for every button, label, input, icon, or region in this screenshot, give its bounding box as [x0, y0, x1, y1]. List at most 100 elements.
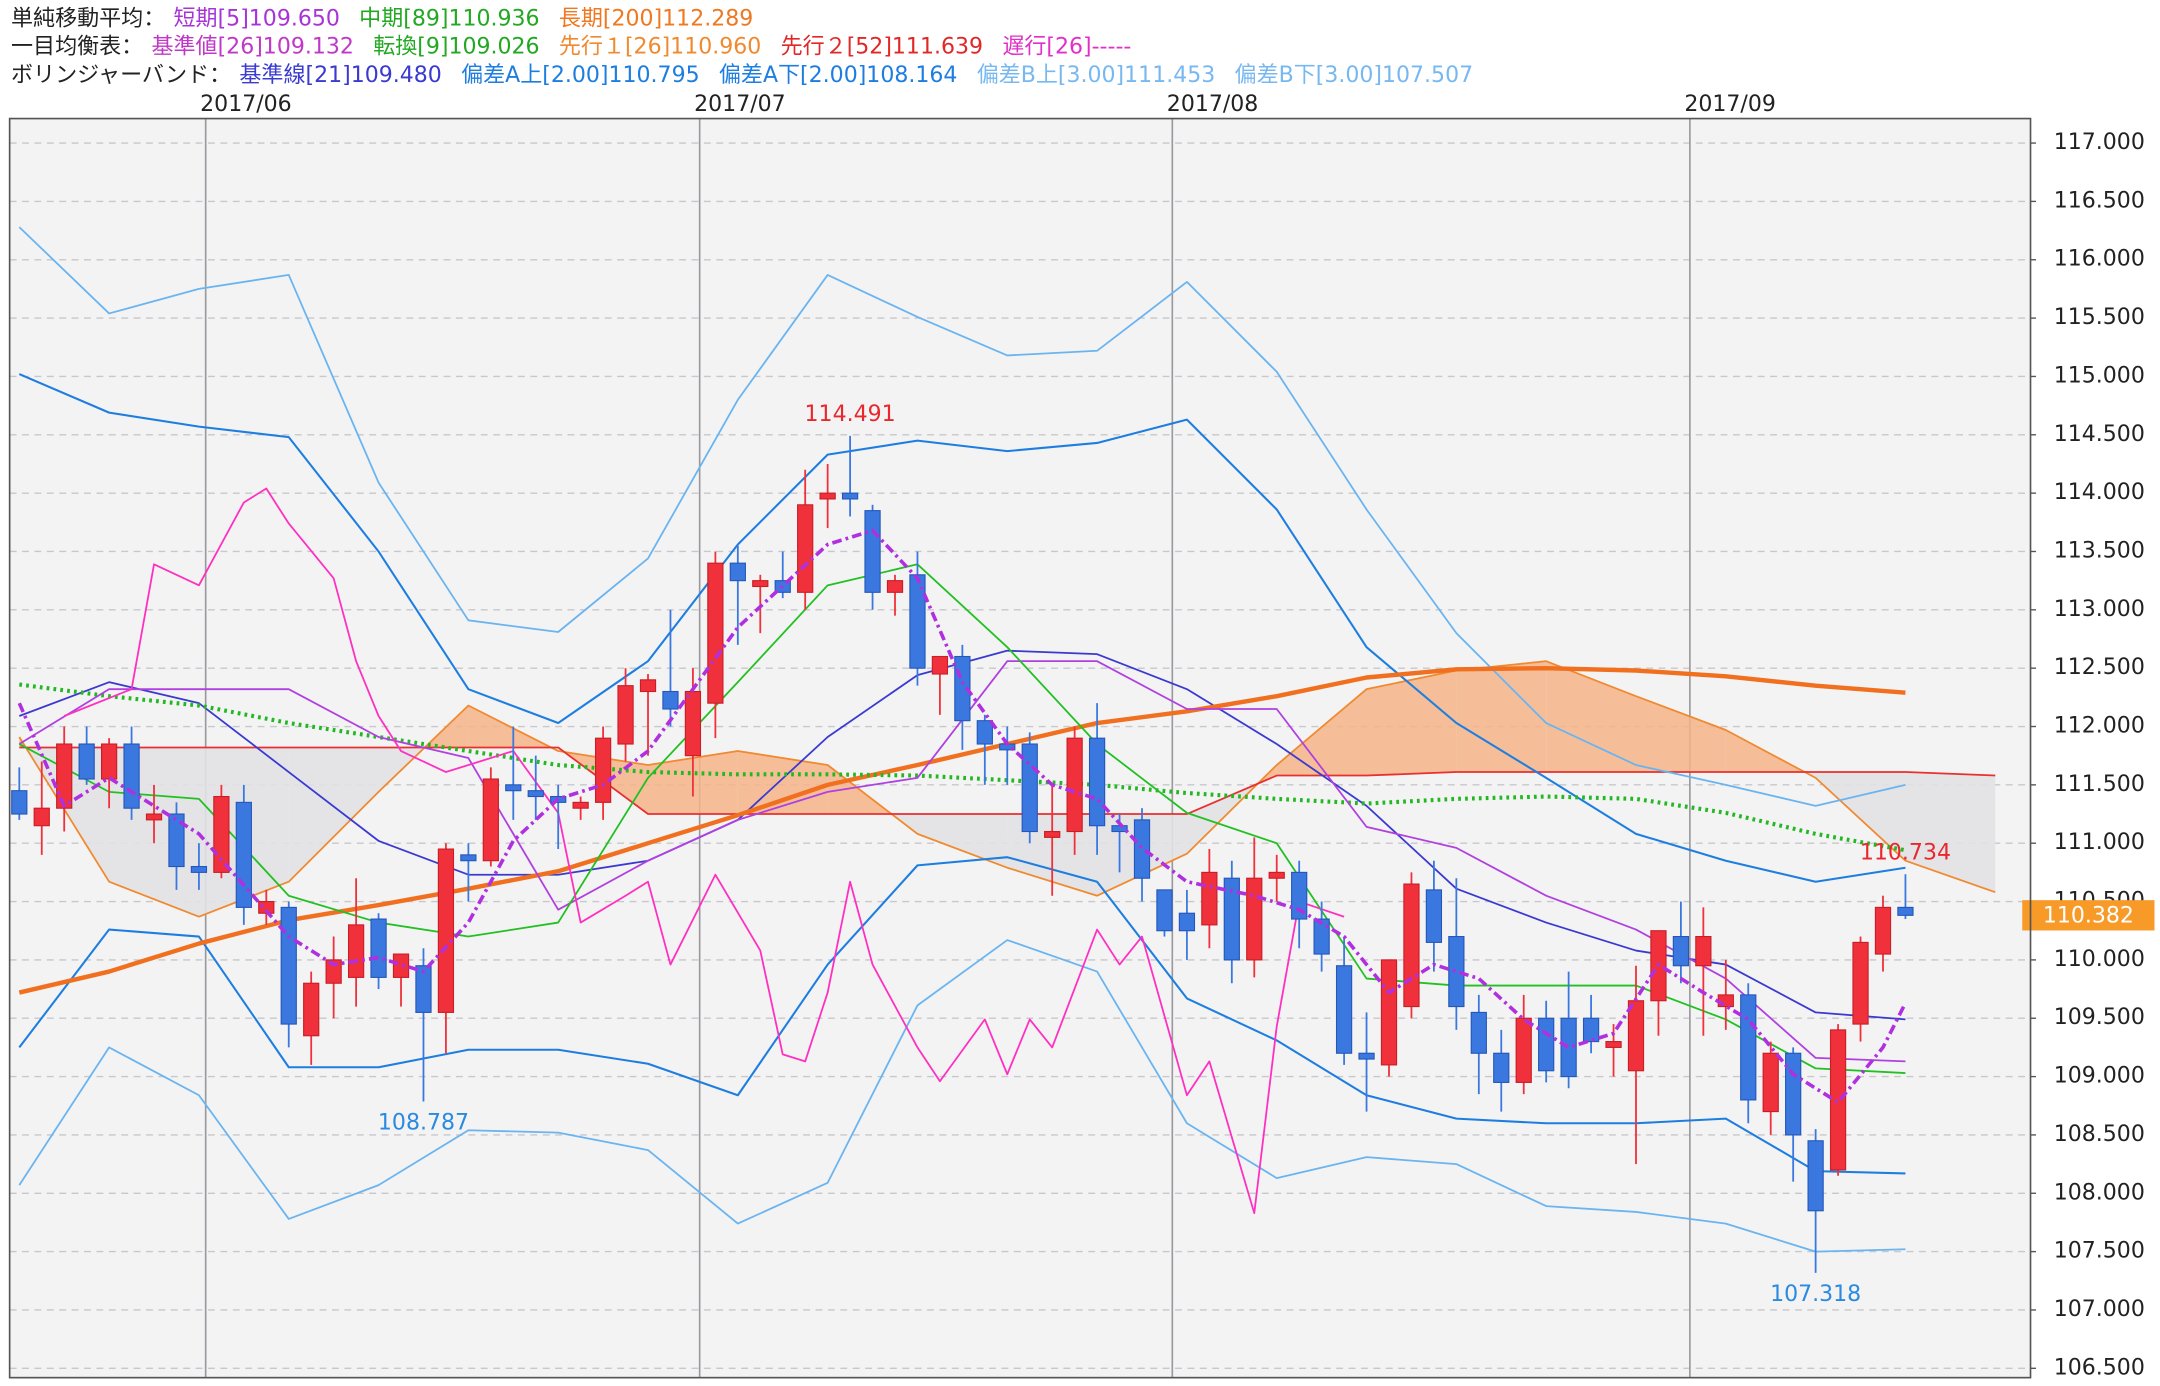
legend-entry: 基準値[26]109.132	[151, 35, 353, 60]
cloud-fill	[288, 747, 379, 882]
line	[18, 226, 1906, 807]
candle-body	[752, 580, 769, 588]
candle-body	[1448, 936, 1465, 1008]
candle-body	[617, 685, 634, 745]
legend-entry: 転換[9]109.026	[373, 35, 539, 60]
cloud-fill	[1257, 765, 1277, 784]
legend-entry: 偏差B上[3.00]111.453	[977, 63, 1216, 88]
candle-body	[707, 562, 724, 704]
candle-body	[1515, 1017, 1532, 1083]
legend-entry: 先行１[26]110.960	[559, 35, 761, 60]
candle-body	[303, 982, 320, 1037]
legend-entry: 遅行[26]-----	[1002, 35, 1131, 60]
y-tick-label: 107.500	[2054, 1239, 2145, 1264]
candle-body	[1560, 1017, 1577, 1078]
candle-body	[1268, 871, 1285, 879]
candle-body	[56, 743, 73, 809]
candle-body	[482, 778, 499, 862]
candle-body	[145, 813, 163, 821]
legend-entry: 基準線[21]109.480	[239, 63, 441, 88]
cloud-fill	[1456, 661, 1547, 773]
candle-body	[1291, 871, 1308, 920]
legend-entry: 偏差A下[2.00]108.164	[719, 63, 958, 88]
candle-body	[347, 924, 365, 978]
cloud-fill	[1815, 772, 1906, 861]
candle-body	[1672, 936, 1690, 967]
candle-body	[1740, 994, 1757, 1101]
candle-body	[1088, 737, 1106, 827]
candle-body	[1807, 1140, 1824, 1212]
candle-body	[639, 679, 657, 693]
y-tick-label: 112.000	[2054, 714, 2145, 739]
legend-entry: 長期[200]112.289	[559, 6, 753, 31]
candle-body	[1493, 1052, 1510, 1083]
line	[18, 939, 1906, 1253]
candle-body	[1852, 941, 1869, 1025]
candle-body	[1695, 936, 1712, 967]
y-tick-label: 109.000	[2054, 1064, 2145, 1089]
candle-body	[864, 510, 881, 593]
top-layer: 単純移動平均： 短期[5]109.650 中期[89]110.936 長期[200]1…	[11, 6, 2155, 1380]
x-tick-label: 2017/09	[1684, 92, 1776, 117]
legend-entry: 単純移動平均：	[11, 6, 165, 31]
candle-body	[370, 918, 387, 978]
y-tick-label: 114.000	[2054, 480, 2145, 505]
y-tick-label: 111.000	[2054, 830, 2145, 855]
candle-body	[1223, 877, 1240, 961]
y-tick-label: 115.500	[2054, 305, 2145, 330]
candle-body	[1897, 906, 1914, 916]
candle-body	[1785, 1052, 1802, 1136]
y-tick-label: 115.000	[2054, 363, 2145, 388]
candle-body	[100, 743, 118, 780]
y-tick-label: 117.000	[2054, 130, 2145, 155]
candle-body	[527, 790, 544, 798]
candle-body	[11, 790, 28, 815]
legend-entry: 一目均衡表：	[11, 35, 143, 60]
y-tick-label: 110.000	[2054, 947, 2145, 972]
candle-body	[1358, 1052, 1375, 1060]
cloud-fill	[1635, 696, 1726, 773]
candle-body	[909, 574, 926, 669]
x-tick-label: 2017/06	[200, 92, 292, 117]
line	[18, 660, 1996, 918]
candle-body	[729, 562, 746, 582]
candle-body	[460, 854, 477, 862]
candle-body	[78, 743, 95, 780]
candle-body	[1538, 1017, 1555, 1072]
candle-body	[1762, 1052, 1779, 1113]
plot-layer	[11, 226, 1996, 1273]
candle-body	[1829, 1029, 1847, 1171]
candle-body	[213, 795, 230, 873]
line	[18, 373, 1906, 883]
legend-entry: 偏差B下[3.00]107.507	[1235, 63, 1474, 88]
y-tick-label: 107.000	[2054, 1297, 2145, 1322]
candle-body	[280, 906, 297, 1025]
candle-body	[684, 690, 702, 757]
candle-body	[1627, 1000, 1645, 1072]
cloud-fill	[917, 814, 1008, 868]
cloud-fill	[1366, 670, 1457, 776]
y-tick-label: 111.500	[2054, 772, 2145, 797]
cloud-fill	[1276, 689, 1367, 776]
legend-entry: ボリンジャーバンド：	[11, 63, 231, 88]
y-tick-label: 112.500	[2054, 655, 2145, 680]
legend-entry: 中期[89]110.936	[359, 6, 539, 31]
line	[19, 682, 1906, 853]
candle-body	[662, 690, 679, 710]
candle-body	[437, 848, 455, 1013]
candle-body	[1066, 737, 1083, 833]
plot-frame	[8, 117, 2032, 1379]
candle-body	[841, 492, 859, 500]
grid-layer	[9, 118, 2031, 1378]
candle-body	[1470, 1011, 1487, 1054]
candle-body	[168, 813, 185, 868]
legend-entry: 短期[5]109.650	[174, 6, 340, 31]
candle-body	[1021, 743, 1038, 833]
candle-body	[1111, 825, 1128, 833]
candle-body	[886, 580, 904, 593]
candle-body	[1201, 871, 1218, 926]
candle-body	[1335, 965, 1353, 1054]
annotation: 107.318	[1770, 1282, 1861, 1307]
candle-body	[1403, 883, 1420, 1008]
